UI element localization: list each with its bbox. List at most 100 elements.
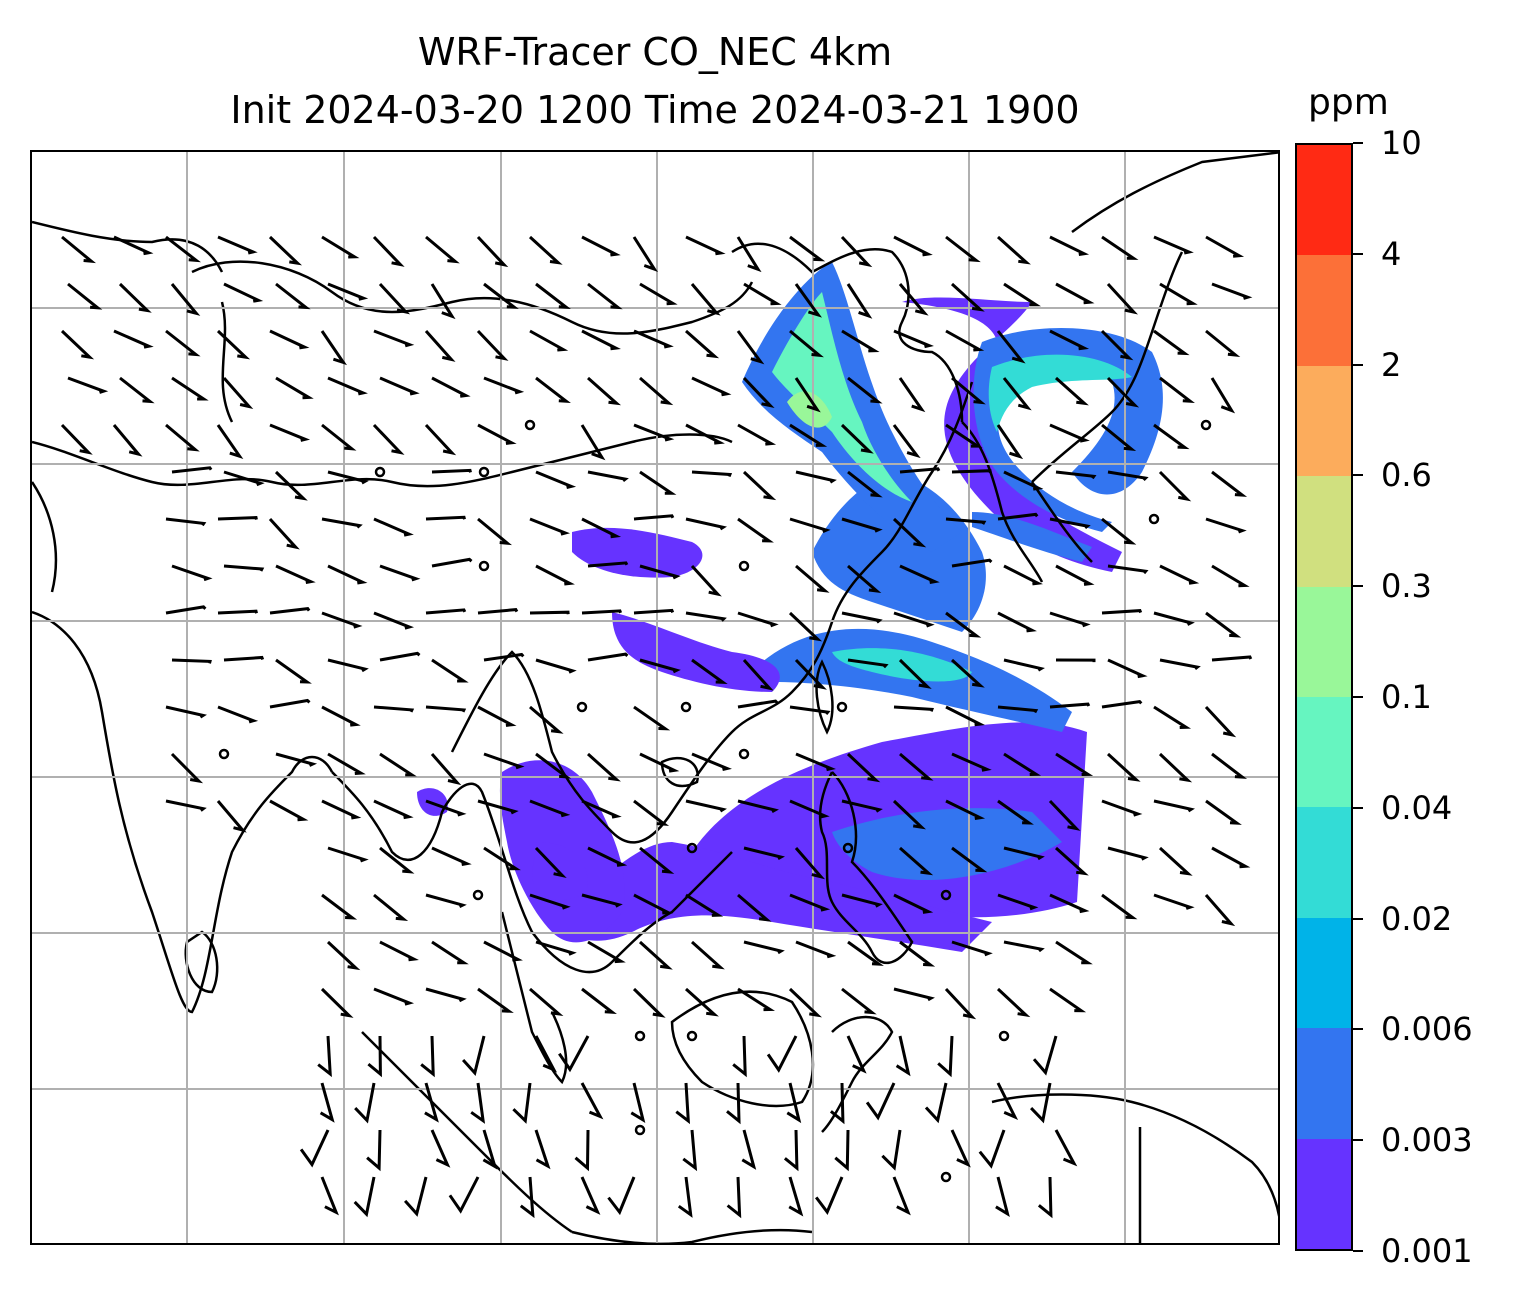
wind-barb [1107, 658, 1148, 679]
wind-barb [951, 469, 992, 474]
wind-barb [685, 329, 720, 359]
wind-barb [1204, 705, 1237, 738]
map-title: WRF-Tracer CO_NEC 4km [417, 30, 893, 74]
plume-mid-band [762, 628, 1072, 732]
wind-barb [795, 564, 830, 593]
coastline-korea [961, 421, 1044, 583]
calm-wind-marker [218, 748, 230, 760]
wind-barb [1100, 329, 1134, 361]
colorbar-tick-label: 0.001 [1381, 1232, 1473, 1270]
wind-barb [483, 940, 523, 962]
wind-barb [951, 558, 993, 568]
wind-barb [534, 846, 567, 878]
calm-wind-marker [634, 1124, 646, 1136]
wind-barb [477, 799, 519, 815]
wind-barb [1153, 705, 1192, 729]
wind-barb [476, 235, 509, 268]
colorbar-bin [1297, 365, 1351, 477]
wind-barb [846, 1035, 867, 1074]
coastline-java [571, 1228, 813, 1243]
colorbar-bin [1297, 917, 1351, 1029]
wind-barb [1003, 564, 1043, 586]
wind-barb [1054, 1129, 1078, 1167]
wind-barb [430, 1129, 451, 1168]
wind-barb [320, 330, 347, 366]
wind-barb [691, 940, 725, 970]
wind-barb [461, 1035, 486, 1076]
coastline-layer [32, 152, 1278, 1243]
wind-barb [950, 658, 985, 688]
wind-barb [269, 423, 311, 442]
wind-barb [789, 893, 831, 912]
wind-barb [951, 846, 988, 873]
wind-barb [633, 799, 670, 826]
wind-barb [529, 893, 571, 910]
wind-barb [1205, 329, 1241, 357]
wind-barb [690, 283, 721, 316]
wind-barb [587, 846, 628, 867]
wind-barb [1037, 1176, 1053, 1219]
wind-barb [1107, 564, 1149, 575]
wind-barb [1055, 282, 1095, 305]
wind-barb [846, 752, 881, 783]
colorbar-bin [1297, 1138, 1351, 1249]
wind-barb [587, 376, 622, 406]
wind-barb [430, 283, 456, 320]
wind-barb [431, 940, 469, 965]
wind-barb [1159, 376, 1195, 404]
wind-barb [1211, 846, 1251, 869]
plume-mid-band-core [832, 648, 972, 682]
wind-barb [742, 376, 775, 409]
wind-barb [354, 1082, 376, 1124]
wind-barb [892, 424, 921, 459]
wind-barb [373, 329, 415, 348]
wind-barb [789, 235, 826, 262]
wind-barb [1211, 282, 1253, 300]
wind-barb [996, 330, 1026, 364]
colorbar-tick [1353, 1028, 1363, 1031]
wind-barb [789, 423, 828, 447]
wind-barb [944, 987, 977, 1020]
wind-barb [691, 376, 732, 397]
wind-barb [519, 1176, 535, 1219]
wind-barb [529, 799, 571, 818]
wind-barb [367, 1035, 382, 1078]
wind-barb [119, 376, 155, 404]
wind-barb [476, 329, 509, 361]
wind-barb [171, 658, 212, 664]
wind-barb [512, 1082, 532, 1124]
wind-barb [425, 799, 467, 817]
wind-barb [327, 564, 368, 585]
wind-barb [1055, 376, 1089, 406]
wind-barb [633, 514, 675, 521]
wind-barb [373, 611, 415, 630]
wind-barb [477, 608, 519, 615]
wind-barb [737, 799, 779, 814]
colorbar-tick-label: 0.003 [1381, 1121, 1473, 1160]
wind-barb [529, 329, 569, 352]
wind-barb [587, 470, 629, 482]
wind-barb [373, 987, 415, 1006]
wind-barb [899, 564, 940, 584]
wind-barb [893, 987, 935, 1002]
wind-barb [1210, 377, 1236, 414]
wind-barb [1153, 329, 1190, 356]
wind-barb [1055, 564, 1095, 586]
colorbar [1295, 143, 1353, 1251]
wind-barb [448, 1176, 480, 1214]
wind-barb [847, 470, 883, 498]
wind-barb [373, 893, 409, 922]
wind-barb [632, 987, 666, 1018]
wind-barb [950, 282, 985, 312]
wind-barb [535, 752, 572, 779]
wind-barb [477, 517, 513, 546]
wind-barb [1159, 658, 1201, 670]
coastline-indochina [450, 381, 974, 844]
wind-barb [269, 799, 309, 822]
wind-barb [321, 423, 357, 451]
wind-barb [373, 517, 414, 537]
wind-barb [587, 940, 626, 964]
wind-barb [1003, 282, 1041, 307]
wind-barb [372, 235, 405, 267]
wind-barb [1101, 235, 1139, 260]
